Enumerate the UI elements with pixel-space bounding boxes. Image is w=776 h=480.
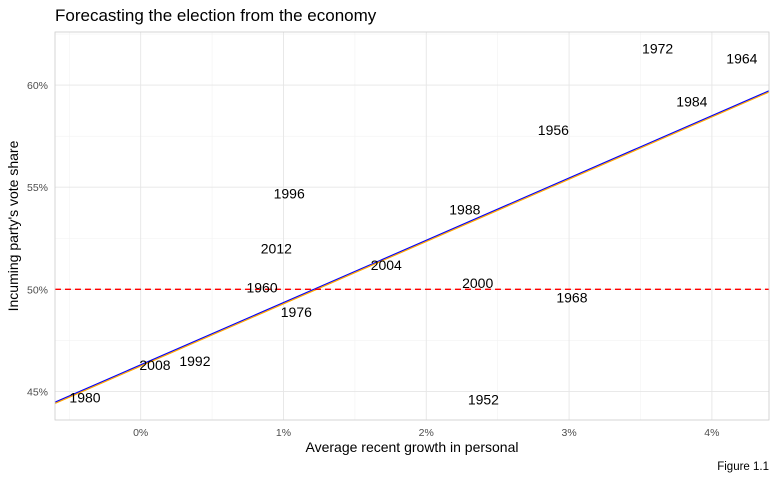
- point-labels: 1952 1956 1960 1964 1968 1972 1976 1980 1984 1988…: [69, 40, 757, 407]
- point-label-1976: 1976: [281, 304, 312, 320]
- point-label-1992: 1992: [179, 353, 210, 369]
- point-label-1968: 1968: [556, 289, 587, 305]
- figure-caption: Figure 1.1: [717, 461, 769, 473]
- point-label-1972: 1972: [642, 40, 673, 56]
- point-label-2008: 2008: [139, 357, 170, 373]
- y-axis-title: Incuming party's vote share: [5, 140, 21, 311]
- point-label-2000: 2000: [462, 275, 493, 291]
- x-tick-label: 1%: [276, 427, 291, 439]
- point-label-1952: 1952: [468, 392, 499, 408]
- point-label-1996: 1996: [274, 185, 305, 201]
- point-label-2012: 2012: [261, 240, 292, 256]
- grid-minor: [55, 32, 769, 420]
- plot-border: [54, 31, 770, 421]
- point-label-1956: 1956: [538, 122, 569, 138]
- fit-line: [54, 90, 770, 403]
- point-label-1984: 1984: [676, 93, 707, 109]
- chart-title: Forecasting the election from the econom…: [55, 6, 377, 25]
- fit-lines: [54, 90, 770, 405]
- x-axis-title: Average recent growth in personal: [306, 439, 519, 455]
- plot-panel: [55, 32, 769, 420]
- point-label-2004: 2004: [371, 257, 402, 273]
- fit-line: [54, 91, 770, 405]
- y-tick-label: 45%: [27, 386, 48, 398]
- y-tick-label: 55%: [27, 182, 48, 194]
- point-label-1964: 1964: [726, 51, 757, 67]
- x-tick-label: 4%: [704, 427, 719, 439]
- y-tick-label: 50%: [27, 284, 48, 296]
- x-tick-label: 0%: [133, 427, 148, 439]
- point-label-1980: 1980: [69, 390, 100, 406]
- y-tick-label: 60%: [27, 80, 48, 92]
- y-axis-ticks: 45% 50% 55% 60%: [27, 80, 48, 398]
- x-axis-ticks: 0% 1% 2% 3% 4%: [133, 427, 719, 439]
- point-label-1988: 1988: [449, 202, 480, 218]
- point-label-1960: 1960: [246, 279, 277, 295]
- x-tick-label: 3%: [561, 427, 576, 439]
- x-tick-label: 2%: [419, 427, 434, 439]
- grid-major: [55, 32, 769, 420]
